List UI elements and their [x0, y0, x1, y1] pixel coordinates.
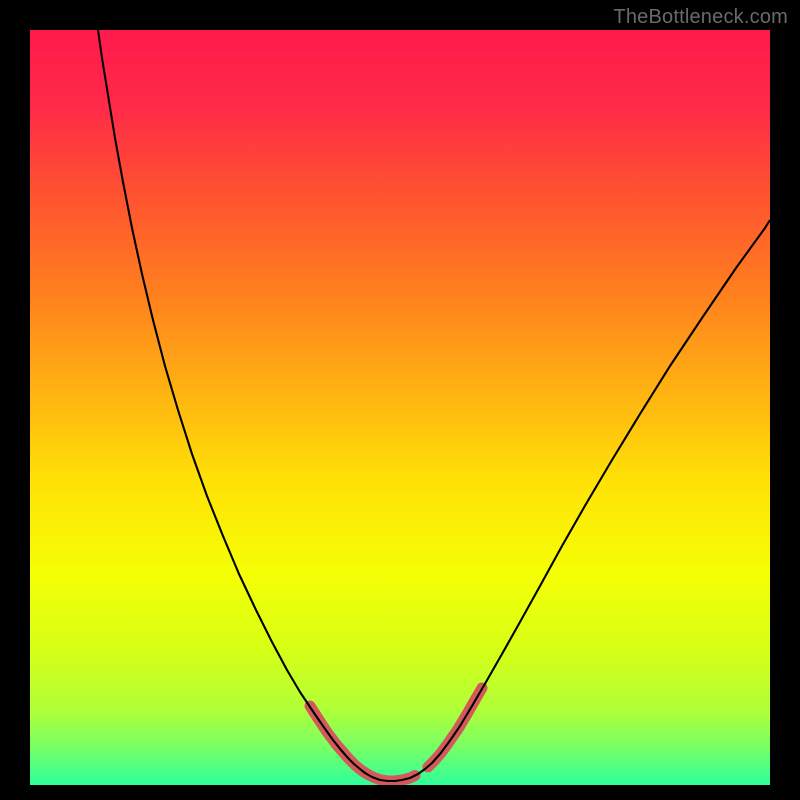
watermark-text: TheBottleneck.com — [613, 6, 788, 29]
gradient-background — [30, 30, 770, 785]
plot-area — [30, 30, 770, 785]
gradient-chart — [30, 30, 770, 785]
outer-frame: TheBottleneck.com — [0, 0, 800, 800]
